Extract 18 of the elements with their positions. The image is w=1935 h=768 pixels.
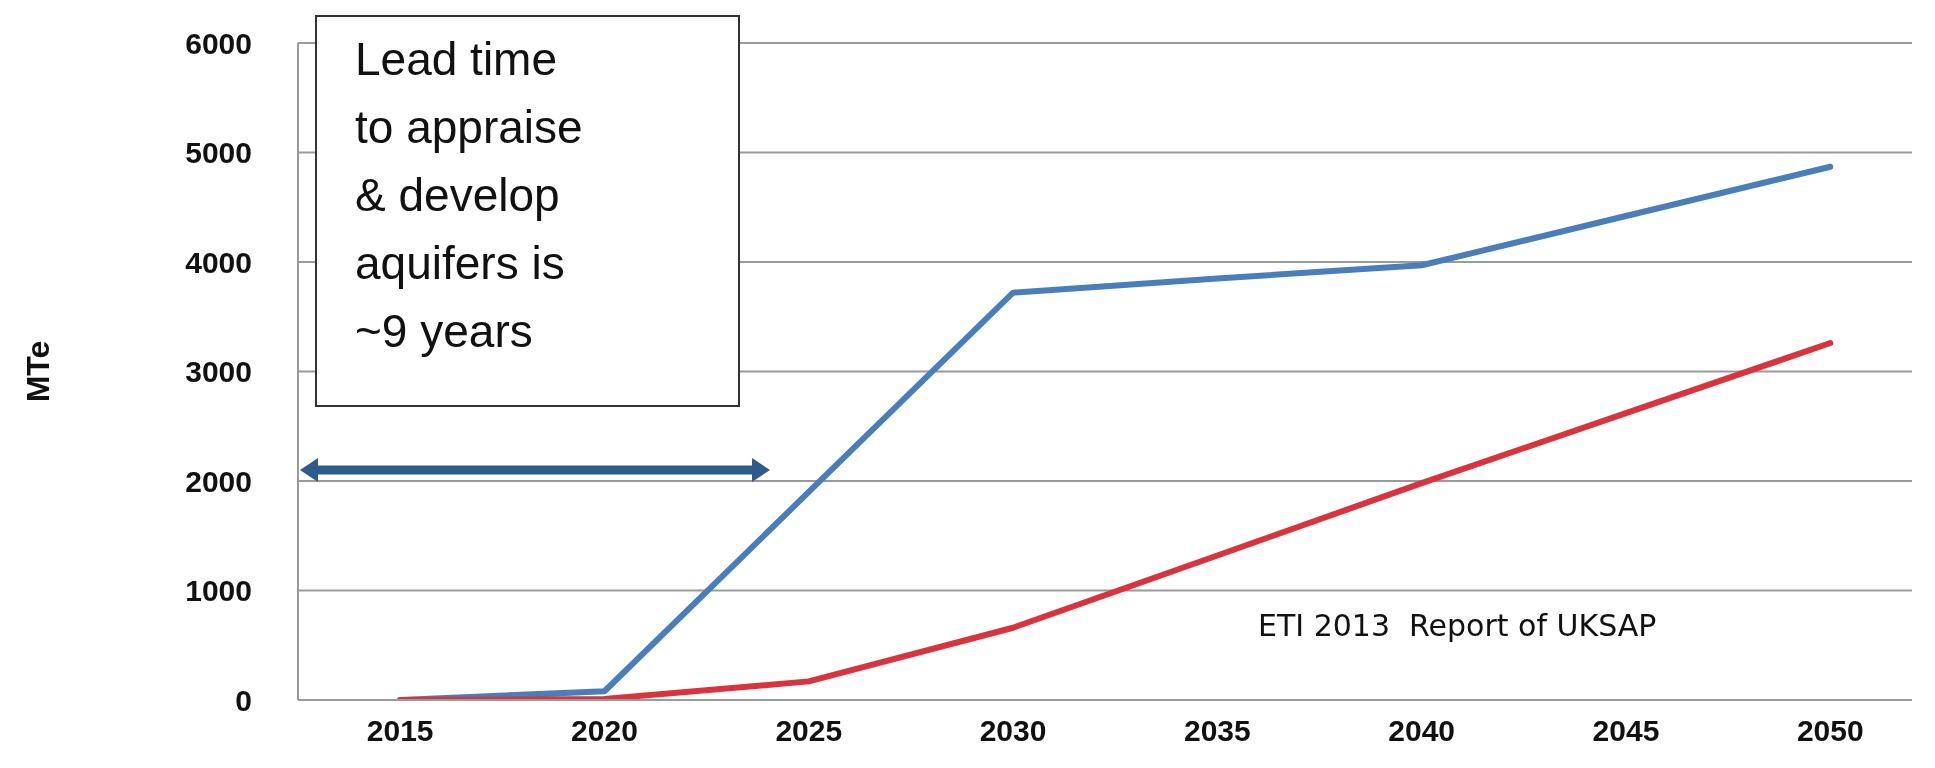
y-tick-label: 6000 [185,26,252,60]
x-tick-label: 2035 [1183,714,1251,748]
y-tick-label: 2000 [185,464,252,498]
x-tick-label: 2030 [979,714,1047,748]
annotation: ETI 2013 Report of UKSAP [1258,608,1657,643]
x-tick-label: 2045 [1592,714,1660,748]
y-tick-label: 3000 [185,355,252,389]
annotation: Lead time to appraise & develop aquifers is ~9 years [354,32,584,359]
x-tick-label: 2015 [366,714,434,748]
y-tick-label: 1000 [185,574,252,608]
x-tick-label: 2020 [571,714,638,748]
y-axis-title: MTe [20,340,57,403]
y-tick-label: 4000 [185,245,252,279]
y-tick-label: 5000 [185,136,252,170]
x-tick-label: 2050 [1796,714,1864,748]
x-tick-label: 2040 [1388,714,1456,748]
x-tick-label: 2025 [775,714,843,748]
y-tick-label: 0 [235,683,252,717]
